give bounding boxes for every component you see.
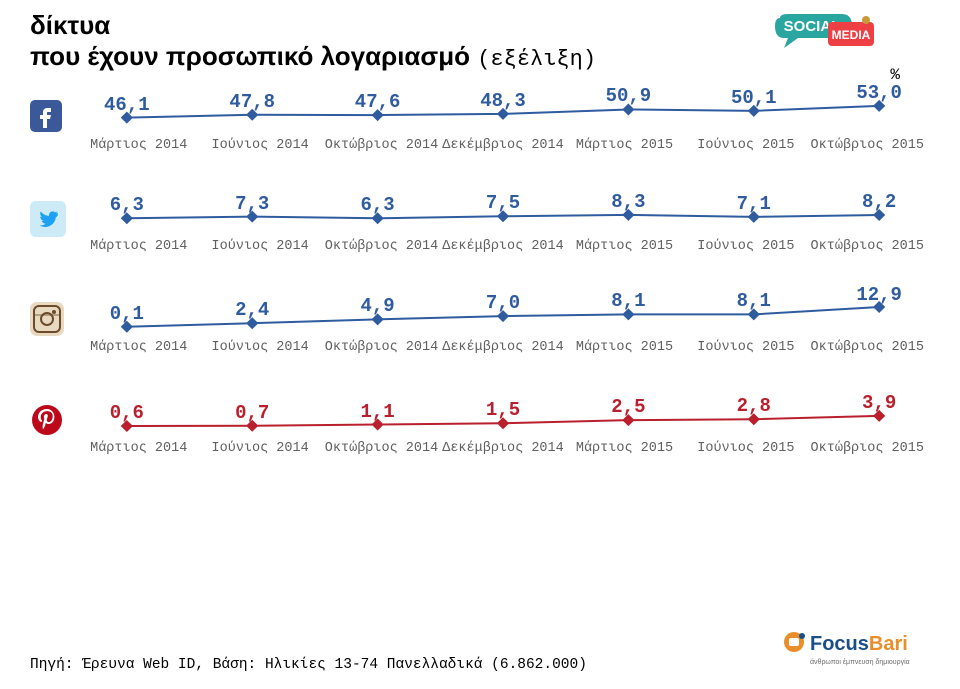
axis-label: Οκτώβριος 2014 (321, 138, 442, 153)
axis-label: Δεκέμβριος 2014 (442, 239, 564, 254)
source-line: Πηγή: Έρευνα Web ID, Βάση: Ηλικίες 13-74… (30, 657, 587, 673)
value-label: 2,8 (737, 395, 771, 417)
facebook-chart-row: 46,1 47,8 47,6 48,3 50,9 50,1 53,0 Μάρτιος 2014… (30, 82, 930, 153)
facebook-chart: 46,1 47,8 47,6 48,3 50,9 50,1 53,0 Μάρτιος 2014… (76, 82, 930, 153)
footer-logo: FocusBari άνθρωποι έμπνευση δημιουργία (780, 628, 920, 679)
title-line-2: που έχουν προσωπικό λογαριασμό (30, 41, 470, 71)
value-label: 1,1 (361, 401, 395, 423)
axis-label: Ιούνιος 2014 (199, 239, 320, 254)
value-label: 50,9 (606, 85, 652, 107)
twitter-chart-row: 6,37,36,37,58,37,18,2Μάρτιος 2014Ιούνιος… (30, 183, 930, 254)
value-label: 4,9 (361, 295, 395, 317)
value-label: 48,3 (480, 90, 526, 112)
twitter-icon (30, 183, 76, 242)
value-label: 8,2 (862, 191, 896, 213)
instagram-chart: 0,12,44,97,08,18,112,9Μάρτιος 2014Ιούνιο… (76, 284, 930, 355)
pinterest-chart: 0,60,71,11,52,52,83,9Μάρτιος 2014Ιούνιος… (76, 385, 930, 456)
instagram-icon (30, 284, 76, 341)
value-label: 8,1 (611, 290, 645, 312)
axis-label: Μάρτιος 2014 (78, 138, 199, 153)
value-label: 47,6 (355, 91, 401, 113)
axis-label: Οκτώβριος 2014 (321, 239, 442, 254)
twitter-chart: 6,37,36,37,58,37,18,2Μάρτιος 2014Ιούνιος… (76, 183, 930, 254)
value-label: 7,0 (486, 292, 520, 314)
facebook-icon (30, 82, 76, 137)
pinterest-chart-row: 0,60,71,11,52,52,83,9Μάρτιος 2014Ιούνιος… (30, 385, 930, 456)
value-label: 7,1 (737, 193, 771, 215)
value-label: 46,1 (104, 94, 150, 116)
axis-label: Δεκέμβριος 2014 (442, 441, 564, 456)
value-label: 6,3 (361, 194, 395, 216)
axis-label: Οκτώβριος 2015 (807, 441, 928, 456)
axis-label: Ιούνιος 2014 (199, 138, 320, 153)
value-label: 6,3 (110, 194, 144, 216)
axis-label: Ιούνιος 2014 (199, 340, 320, 355)
value-label: 0,7 (235, 402, 269, 424)
axis-label: Μάρτιος 2015 (564, 340, 685, 355)
axis-label: Δεκέμβριος 2014 (442, 138, 564, 153)
value-label: 2,4 (235, 299, 269, 321)
axis-label: Οκτώβριος 2014 (321, 441, 442, 456)
logo-tagline: άνθρωποι έμπνευση δημιουργία (810, 658, 910, 666)
axis-label: Οκτώβριος 2015 (807, 138, 928, 153)
value-label: 8,1 (737, 290, 771, 312)
axis-label: Οκτώβριος 2014 (321, 340, 442, 355)
instagram-chart-row: 0,12,44,97,08,18,112,9Μάρτιος 2014Ιούνιο… (30, 284, 930, 355)
axis-label: Ιούνιος 2014 (199, 441, 320, 456)
axis-label: Δεκέμβριος 2014 (442, 340, 564, 355)
axis-label: Μάρτιος 2014 (78, 239, 199, 254)
media-text: MEDIA (832, 28, 871, 42)
value-label: 50,1 (731, 87, 777, 109)
axis-label: Οκτώβριος 2015 (807, 340, 928, 355)
axis-label: Μάρτιος 2014 (78, 441, 199, 456)
axis-label: Μάρτιος 2015 (564, 441, 685, 456)
axis-label: Οκτώβριος 2015 (807, 239, 928, 254)
value-label: 0,6 (110, 402, 144, 424)
title-suffix: (εξέλιξη) (477, 47, 596, 72)
value-label: 2,5 (611, 396, 645, 418)
axis-label: Ιούνιος 2015 (685, 138, 806, 153)
charts-container: 46,1 47,8 47,6 48,3 50,9 50,1 53,0 Μάρτιος 2014… (30, 82, 930, 456)
value-label: 53,0 (856, 82, 902, 104)
value-label: 12,9 (856, 284, 902, 306)
axis-label: Μάρτιος 2014 (78, 340, 199, 355)
axis-label: Μάρτιος 2015 (564, 138, 685, 153)
value-label: 1,5 (486, 399, 520, 421)
value-label: 7,3 (235, 193, 269, 215)
axis-label: Μάρτιος 2015 (564, 239, 685, 254)
axis-label: Ιούνιος 2015 (685, 239, 806, 254)
value-label: 0,1 (110, 303, 144, 325)
logo-prefix: FocusBari (810, 633, 908, 655)
axis-label: Ιούνιος 2015 (685, 441, 806, 456)
value-label: 47,8 (229, 91, 275, 113)
value-label: 7,5 (486, 192, 520, 214)
pinterest-icon (30, 385, 76, 442)
axis-label: Ιούνιος 2015 (685, 340, 806, 355)
value-label: 8,3 (611, 191, 645, 213)
social-media-badge: SOCIAL MEDIA (770, 0, 880, 67)
value-label: 3,9 (862, 392, 896, 414)
